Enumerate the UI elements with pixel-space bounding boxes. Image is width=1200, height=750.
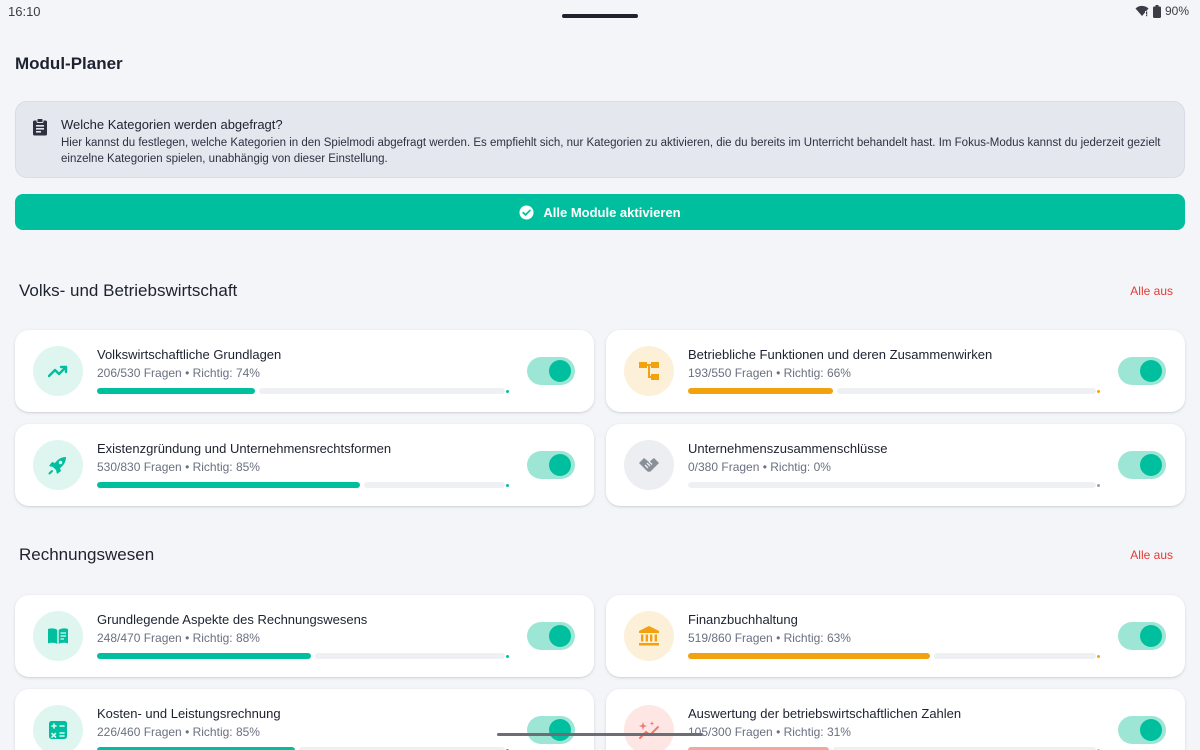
status-indicators: 90% — [1135, 4, 1189, 18]
activate-all-button[interactable]: Alle Module aktivieren — [15, 194, 1185, 230]
progress-end-dot — [506, 389, 509, 393]
module-toggle[interactable] — [1118, 357, 1166, 385]
home-indicator[interactable] — [497, 733, 703, 736]
calculator-icon — [33, 705, 83, 750]
module-title: Grundlegende Aspekte des Rechnungswesens — [97, 612, 368, 627]
module-title: Existenzgründung und Unternehmensrechtsf… — [97, 441, 392, 456]
progress-fill — [97, 747, 295, 750]
camera-notch — [562, 14, 638, 18]
progress-end-dot — [506, 483, 509, 487]
progress-end-dot — [1097, 748, 1100, 750]
wifi-icon — [1135, 5, 1149, 17]
module-stats: 519/860 Fragen • Richtig: 63% — [688, 631, 851, 645]
module-stats: 105/300 Fragen • Richtig: 31% — [688, 725, 851, 739]
battery-icon — [1152, 4, 1161, 18]
module-toggle[interactable] — [527, 716, 575, 744]
progress-track — [364, 482, 505, 488]
toggle-knob — [1140, 719, 1162, 741]
progress-end-dot — [1097, 389, 1100, 393]
module-toggle[interactable] — [527, 451, 575, 479]
info-title: Welche Kategorien werden abgefragt? — [61, 117, 283, 132]
module-title: Kosten- und Leistungsrechnung — [97, 706, 281, 721]
info-box: Welche Kategorien werden abgefragt? Hier… — [15, 101, 1185, 178]
toggle-knob — [1140, 625, 1162, 647]
disable-all-button[interactable]: Alle aus — [1130, 548, 1173, 562]
battery-level: 90% — [1164, 4, 1189, 18]
progress-end-dot — [1097, 654, 1100, 658]
module-progress-bar — [97, 388, 509, 394]
module-progress-bar — [97, 482, 509, 488]
toggle-knob — [549, 360, 571, 382]
module-toggle[interactable] — [1118, 451, 1166, 479]
progress-end-dot — [506, 748, 509, 750]
module-card[interactable]: Auswertung der betriebswirtschaftlichen … — [606, 689, 1185, 750]
progress-track — [833, 747, 1096, 750]
module-card[interactable]: Kosten- und Leistungsrechnung 226/460 Fr… — [15, 689, 594, 750]
module-stats: 530/830 Fragen • Richtig: 85% — [97, 460, 260, 474]
progress-fill — [688, 653, 930, 659]
module-card[interactable]: Unternehmenszusammenschlüsse 0/380 Frage… — [606, 424, 1185, 506]
toggle-knob — [1140, 454, 1162, 476]
module-progress-bar — [688, 388, 1100, 394]
info-text: Hier kannst du festlegen, welche Kategor… — [61, 137, 1161, 165]
org-chart-icon — [624, 346, 674, 396]
progress-track — [315, 653, 505, 659]
progress-fill — [97, 388, 255, 394]
module-card[interactable]: Existenzgründung und Unternehmensrechtsf… — [15, 424, 594, 506]
activate-all-label: Alle Module aktivieren — [543, 204, 681, 220]
module-toggle[interactable] — [1118, 716, 1166, 744]
section-title: Rechnungswesen — [19, 545, 155, 564]
progress-end-dot — [1097, 483, 1100, 487]
check-circle-icon — [519, 204, 534, 220]
status-bar: 16:10 90% — [0, 0, 1200, 24]
module-title: Betriebliche Funktionen und deren Zusamm… — [688, 347, 993, 362]
module-progress-bar — [688, 482, 1100, 488]
disable-all-button[interactable]: Alle aus — [1130, 284, 1173, 298]
section-title: Volks- und Betriebswirtschaft — [19, 281, 238, 300]
module-title: Volkswirtschaftliche Grundlagen — [97, 347, 282, 362]
page-title: Modul-Planer — [15, 54, 123, 73]
toggle-knob — [549, 625, 571, 647]
progress-track — [934, 653, 1096, 659]
progress-fill — [97, 482, 360, 488]
progress-track — [259, 388, 505, 394]
module-stats: 193/550 Fragen • Richtig: 66% — [688, 366, 851, 380]
status-time: 16:10 — [8, 4, 41, 19]
module-toggle[interactable] — [1118, 622, 1166, 650]
handshake-icon — [624, 440, 674, 490]
module-stats: 0/380 Fragen • Richtig: 0% — [688, 460, 831, 474]
module-toggle[interactable] — [527, 357, 575, 385]
module-stats: 248/470 Fragen • Richtig: 88% — [97, 631, 260, 645]
module-title: Auswertung der betriebswirtschaftlichen … — [688, 706, 962, 721]
module-stats: 226/460 Fragen • Richtig: 85% — [97, 725, 260, 739]
progress-track — [299, 747, 505, 750]
module-title: Finanzbuchhaltung — [688, 612, 798, 627]
module-progress-bar — [688, 653, 1100, 659]
trending-up-icon — [33, 346, 83, 396]
module-title: Unternehmenszusammenschlüsse — [688, 441, 888, 456]
module-toggle[interactable] — [527, 622, 575, 650]
progress-end-dot — [506, 654, 509, 658]
bank-icon — [624, 611, 674, 661]
module-progress-bar — [97, 653, 509, 659]
module-progress-bar — [688, 747, 1100, 750]
module-stats: 206/530 Fragen • Richtig: 74% — [97, 366, 260, 380]
progress-fill — [688, 747, 829, 750]
progress-track — [837, 388, 1096, 394]
progress-fill — [97, 653, 311, 659]
progress-track — [688, 482, 1096, 488]
clipboard-icon — [33, 118, 47, 136]
rocket-icon — [33, 440, 83, 490]
progress-fill — [688, 388, 833, 394]
toggle-knob — [549, 719, 571, 741]
module-progress-bar — [97, 747, 509, 750]
chart-sparkle-icon — [624, 705, 674, 750]
toggle-knob — [1140, 360, 1162, 382]
module-card[interactable]: Finanzbuchhaltung 519/860 Fragen • Richt… — [606, 595, 1185, 677]
module-card[interactable]: Betriebliche Funktionen und deren Zusamm… — [606, 330, 1185, 412]
module-card[interactable]: Volkswirtschaftliche Grundlagen 206/530 … — [15, 330, 594, 412]
book-icon — [33, 611, 83, 661]
module-card[interactable]: Grundlegende Aspekte des Rechnungswesens… — [15, 595, 594, 677]
toggle-knob — [549, 454, 571, 476]
